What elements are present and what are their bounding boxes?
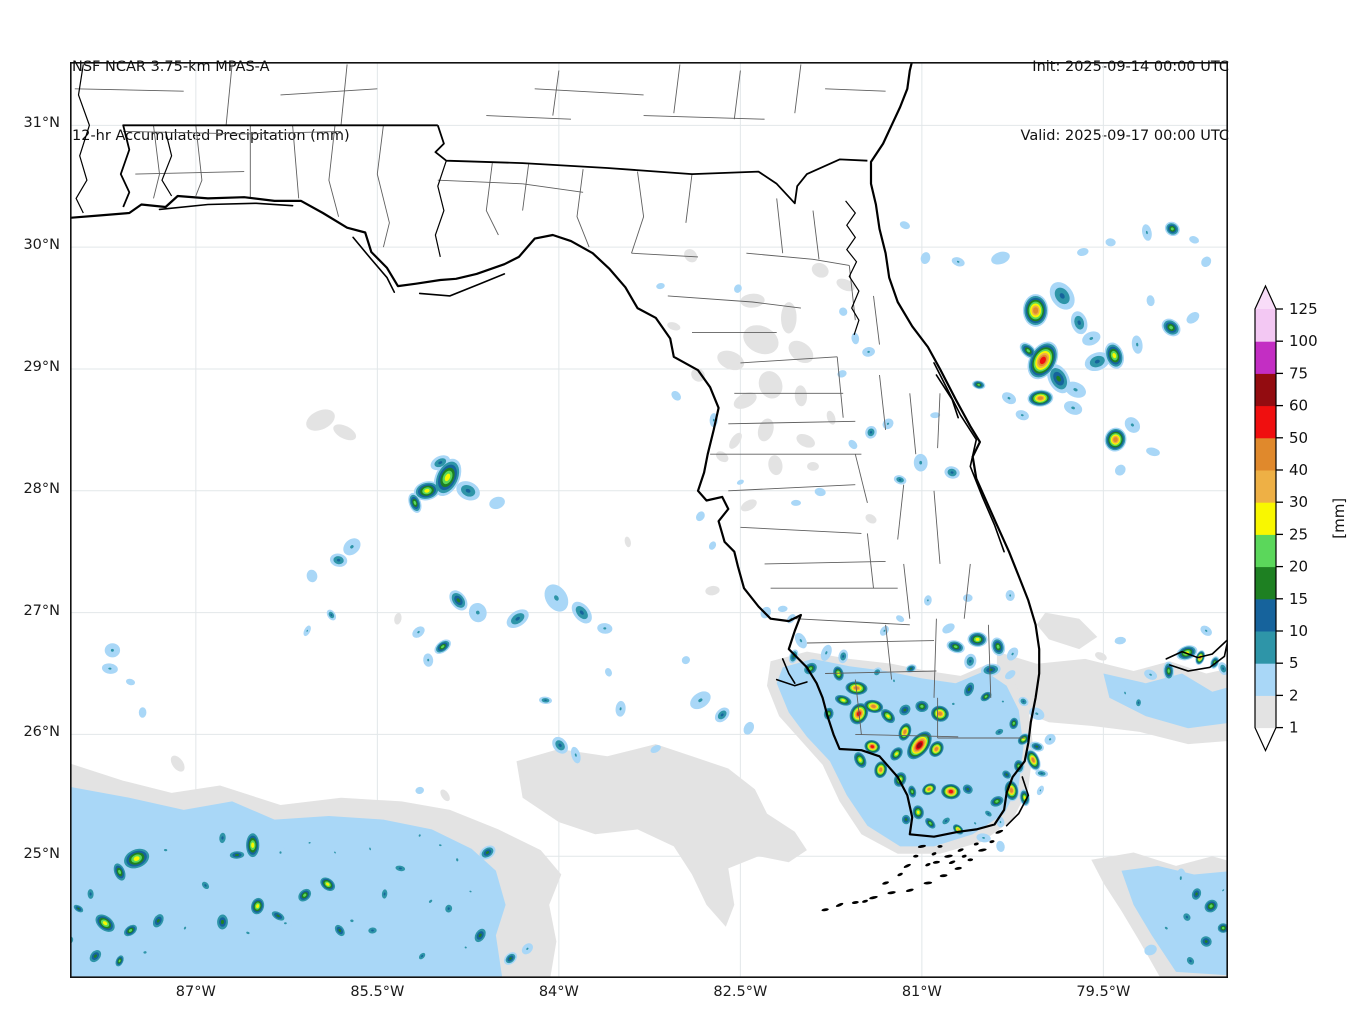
county-borders [74,64,1025,739]
colorbar-tick-label: 10 [1289,622,1308,640]
colorbar-unit-label: [mm] [1330,498,1348,539]
colorbar-tick-label: 20 [1289,558,1308,576]
colorbar-tick-label: 5 [1289,654,1299,672]
colorbar-under-arrow [1255,727,1276,751]
state-borders [119,124,868,208]
colorbar-tick-label: 60 [1289,397,1308,415]
x-tick-label: 87°W [175,984,216,1000]
y-tick-label: 25°N [23,846,60,863]
colorbar-segment [1255,373,1276,407]
colorbar-segment [1255,309,1276,342]
colorbar-tick-label: 30 [1289,493,1308,511]
colorbar-tick-label: 1 [1289,719,1299,737]
x-tick-label: 82.5°W [713,984,768,1000]
precip-area-bahama-bank-blue [1103,673,1228,729]
colorbar-tick-label: 2 [1289,686,1299,704]
colorbar-segment [1255,631,1276,664]
colorbar: 125 100 75 60 50 40 30 25 20 15 10 5 2 1 [mm] [1248,283,1361,763]
colorbar-tick-label: 40 [1289,461,1308,479]
colorbar-segment [1255,502,1276,535]
florida-coastline [70,62,1041,838]
map-canvas [70,62,1228,978]
x-tick-label: 85.5°W [350,984,405,1000]
y-tick-label: 30°N [23,237,60,254]
colorbar-segment [1255,470,1276,503]
y-tick-label: 26°N [23,724,60,741]
y-tick-label: 29°N [23,358,60,375]
y-tick-label: 31°N [23,115,60,132]
precip-cells [70,221,1228,968]
colorbar-segment [1255,663,1276,696]
precip-areas [70,612,1228,978]
map-frame [70,62,1228,978]
colorbar-segment [1255,405,1276,439]
rivers [75,64,860,336]
barrier-islands [158,202,1228,827]
colorbar-segment [1255,534,1276,568]
colorbar-tick-label: 25 [1289,525,1308,543]
colorbar-over-arrow [1255,286,1276,309]
colorbar-segment [1255,341,1276,374]
colorbar-segment [1255,566,1276,600]
colorbar-segment [1255,437,1276,471]
florida-keys-dots [821,829,1004,912]
colorbar-segment [1255,598,1276,632]
colorbar-segment [1255,695,1276,729]
colorbar-svg: 125 100 75 60 50 40 30 25 20 15 10 5 2 1 [mm] [1254,284,1348,753]
y-tick-label: 27°N [23,602,60,619]
x-tick-label: 81°W [901,984,942,1000]
precipitation-map [70,62,1228,978]
y-tick-label: 28°N [23,480,60,497]
colorbar-tick-label: 75 [1289,364,1308,382]
colorbar-tick-label: 100 [1289,332,1318,350]
colorbar-tick-label: 125 [1289,300,1318,318]
precip-area-sw-gulf-blue [70,786,506,978]
valid-time-label: Valid: 2025-09-17 00:00 UTC [1020,128,1229,144]
x-tick-label: 84°W [538,984,579,1000]
colorbar-tick-label: 15 [1289,590,1308,608]
precip-area-wpb-offshore-gray [1036,612,1098,650]
x-tick-label: 79.5°W [1076,984,1131,1000]
precip-area-midgulf-gray [516,744,807,927]
colorbar-tick-label: 50 [1289,429,1308,447]
